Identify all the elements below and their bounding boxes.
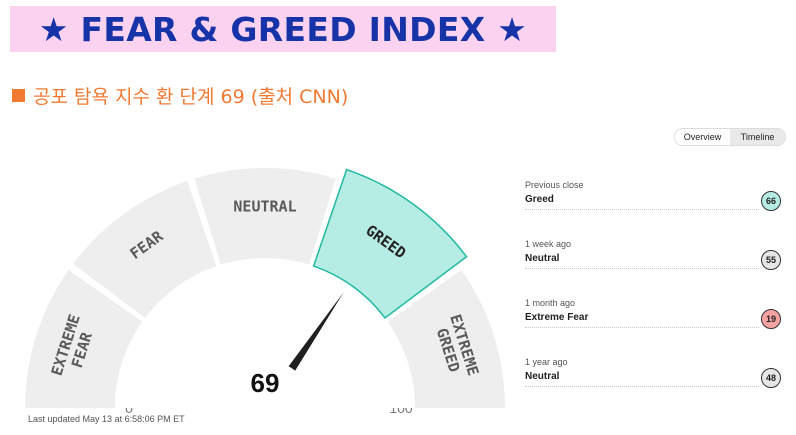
history-period: 1 month ago <box>525 298 576 308</box>
view-toggle: Overview Timeline <box>674 128 786 146</box>
square-bullet-icon <box>12 89 25 102</box>
page-title: ★ FEAR & GREED INDEX ★ <box>38 9 528 49</box>
dotted-divider <box>525 327 759 328</box>
history-period: 1 year ago <box>525 357 568 367</box>
subtitle: 공포 탐욕 지수 환 단계 69 (출처 CNN) <box>12 82 348 109</box>
segment-extreme-fear <box>25 269 143 408</box>
segment-label-neutral: NEUTRAL <box>233 198 296 216</box>
tab-timeline[interactable]: Timeline <box>730 129 785 145</box>
gauge-hub <box>217 360 313 415</box>
history-score-badge: 48 <box>761 368 781 388</box>
segment-extreme-greed <box>387 269 505 408</box>
history-rating: Neutral <box>525 253 560 264</box>
segment-neutral <box>194 168 336 265</box>
history-item: Previous close Greed 66 <box>525 180 783 220</box>
gauge-value: 69 <box>251 368 280 398</box>
history-score-badge: 66 <box>761 191 781 211</box>
fear-greed-gauge: EXTREMEFEARFEARNEUTRALGREEDEXTREMEGREED … <box>25 168 505 415</box>
history-rating: Greed <box>525 194 554 205</box>
dotted-divider <box>525 209 759 210</box>
segment-greed <box>312 168 468 319</box>
last-updated: Last updated May 13 at 6:58:06 PM ET <box>28 414 185 424</box>
history-rating: Extreme Fear <box>525 312 589 323</box>
history-period: 1 week ago <box>525 239 572 249</box>
history-score-badge: 55 <box>761 250 781 270</box>
subtitle-text: 공포 탐욕 지수 환 단계 69 (출처 CNN) <box>33 86 349 108</box>
segment-fear <box>73 180 217 318</box>
history-item: 1 year ago Neutral 48 <box>525 357 783 397</box>
history-score-badge: 19 <box>761 309 781 329</box>
history-item: 1 month ago Extreme Fear 19 <box>525 298 783 338</box>
dotted-divider <box>525 268 759 269</box>
tab-overview[interactable]: Overview <box>675 129 730 145</box>
title-banner: ★ FEAR & GREED INDEX ★ <box>10 6 556 52</box>
dotted-divider <box>525 386 759 387</box>
history-period: Previous close <box>525 180 584 190</box>
history-item: 1 week ago Neutral 55 <box>525 239 783 279</box>
history-rating: Neutral <box>525 371 560 382</box>
